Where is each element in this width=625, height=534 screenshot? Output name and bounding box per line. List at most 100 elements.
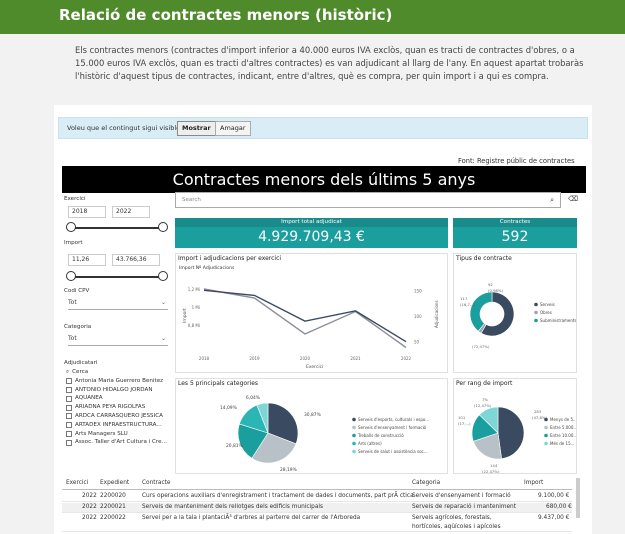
checkbox[interactable] bbox=[66, 404, 72, 411]
kpi-contractes-label: Contractes bbox=[453, 218, 577, 227]
y-tick-label: 1,2 Mi bbox=[188, 287, 200, 292]
list-item[interactable]: Assoc. Taller d'Art Cultura i Cre... bbox=[66, 438, 174, 447]
categoria-label: Categoria bbox=[64, 324, 92, 330]
data-label: 144 bbox=[490, 463, 498, 468]
legend-label: Serveis d'ensenyament i formació bbox=[358, 425, 427, 430]
adjudicatari-list: ⌕ Cerca Antonia Maria Guerrero Benitez AN… bbox=[66, 368, 174, 447]
cell-import: 9.100,00 € bbox=[538, 493, 570, 499]
hide-button[interactable]: Amagar bbox=[215, 121, 251, 136]
import-to-input[interactable]: 43.766,36 bbox=[112, 254, 160, 266]
categories-title: Les 5 principals categories bbox=[178, 380, 259, 387]
cell-import: 9.437,00 € bbox=[538, 515, 570, 521]
show-button[interactable]: Mostrar bbox=[177, 121, 216, 136]
adjudicatari-label: Adjudicatari bbox=[64, 360, 98, 366]
table-header-cell[interactable]: Import bbox=[524, 480, 544, 486]
table-row[interactable]: 2022 2200020 Curs operacions auxiliars d… bbox=[62, 492, 572, 502]
data-label: (47,8%) bbox=[532, 415, 548, 420]
exercici-slider-handle-min[interactable] bbox=[66, 222, 76, 232]
categoria-select[interactable]: Tot ⌄ bbox=[68, 332, 168, 346]
checkbox[interactable] bbox=[66, 422, 72, 429]
cpv-label: Codi CPV bbox=[64, 288, 90, 294]
dashboard-title: Contractes menors dels últims 5 anys bbox=[62, 166, 586, 193]
table-header-cell[interactable]: Categoria bbox=[412, 480, 441, 486]
cpv-select[interactable]: Tot ⌄ bbox=[68, 296, 168, 310]
line-chart-legend: Import Nº Adjudicacions bbox=[179, 266, 235, 271]
exercici-slider-track[interactable] bbox=[70, 227, 162, 229]
legend-label: Menys de 5... bbox=[550, 417, 576, 422]
pie-slice bbox=[472, 432, 502, 460]
table-header-cell[interactable]: Exercici bbox=[66, 480, 89, 486]
kpi-import-value: 4.929.709,43 € bbox=[258, 229, 365, 245]
checkbox[interactable] bbox=[66, 395, 72, 402]
exercici-label: Exercici bbox=[64, 196, 86, 202]
cell-contracte: Serveis de manteniment dels rellotges de… bbox=[142, 504, 324, 510]
pie-slice bbox=[237, 423, 269, 459]
page-title: Relació de contractes menors (històric) bbox=[59, 6, 393, 24]
search-input[interactable]: Search ⌕ bbox=[175, 192, 561, 208]
table-row[interactable]: 2022 2200022 Servei per a la tala i plan… bbox=[62, 514, 572, 532]
legend-label: Obres bbox=[540, 310, 552, 315]
import-slider-handle-min[interactable] bbox=[66, 271, 76, 281]
list-item[interactable]: Arts Managers SLU bbox=[66, 430, 174, 439]
data-label: 92 bbox=[488, 282, 493, 287]
list-item-label: ARDCA CARRASQUERO JESSICA bbox=[75, 412, 163, 419]
legend-marker bbox=[352, 449, 356, 454]
exercici-slider-handle-max[interactable] bbox=[158, 222, 168, 232]
data-label: 101 bbox=[458, 415, 466, 420]
x-tick-label: 2021 bbox=[350, 356, 361, 361]
pie-slice bbox=[469, 291, 493, 332]
kpi-contractes: Contractes 592 bbox=[453, 218, 577, 248]
table-header-cell[interactable]: Expedient bbox=[100, 480, 130, 486]
exercici-from-input[interactable]: 2018 bbox=[68, 206, 106, 218]
rang-pie-chart: Menys de 5... Entre 5.000... Entre 10.00..… bbox=[458, 397, 576, 473]
import-slider-handle-max[interactable] bbox=[158, 271, 168, 281]
adjudicatari-search[interactable]: ⌕ Cerca bbox=[66, 368, 174, 377]
y2-axis-label: Adjudicacions bbox=[434, 300, 439, 328]
pie-slice bbox=[497, 406, 525, 460]
list-item-label: Assoc. Taller d'Art Cultura i Cre... bbox=[75, 439, 167, 446]
line-chart-title: Import i adjudicacions per exercici bbox=[178, 255, 282, 262]
table-row[interactable]: 2022 2200021 Serveis de manteniment dels… bbox=[62, 503, 572, 513]
legend-label: Més de 15... bbox=[550, 441, 574, 446]
data-label: (17,...) bbox=[458, 421, 471, 426]
cell-exercici: 2022 bbox=[82, 504, 97, 510]
cell-expedient: 2200022 bbox=[100, 515, 126, 521]
list-item[interactable]: Antonia Maria Guerrero Benitez bbox=[66, 377, 174, 386]
data-label: 117 bbox=[460, 296, 468, 301]
rang-panel: Per rang de import Menys de 5... Entre 5.… bbox=[453, 378, 577, 474]
search-icon: ⌕ bbox=[66, 369, 70, 375]
list-item[interactable]: ARIADNA PEYA RIGOLFAS bbox=[66, 403, 174, 412]
table-scrollbar[interactable] bbox=[576, 478, 580, 518]
list-item-label: Arts Managers SLU bbox=[75, 430, 128, 437]
list-item-label: ARIADNA PEYA RIGOLFAS bbox=[75, 404, 146, 411]
data-label: (72,47%) bbox=[472, 344, 490, 349]
cell-expedient: 2200020 bbox=[100, 493, 126, 499]
adjudicatari-search-label: Cerca bbox=[72, 369, 89, 375]
checkbox[interactable] bbox=[66, 413, 72, 420]
checkbox[interactable] bbox=[66, 439, 72, 446]
checkbox[interactable] bbox=[66, 378, 72, 385]
legend-marker bbox=[352, 417, 356, 422]
clear-filter-icon[interactable]: ⌫ bbox=[568, 195, 578, 203]
legend-marker bbox=[534, 310, 538, 315]
legend-label: Serveis bbox=[540, 302, 555, 307]
tipus-pie-chart: Serveis Obres Subministraments 92(0,98%) 117… bbox=[460, 282, 576, 349]
list-item[interactable]: AQUANEA bbox=[66, 394, 174, 403]
rang-title: Per rang de import bbox=[456, 380, 513, 387]
exercici-to-input[interactable]: 2022 bbox=[112, 206, 150, 218]
cell-expedient: 2200021 bbox=[100, 504, 126, 510]
list-item[interactable]: ARTADEX INFRAESTRUCTURA... bbox=[66, 421, 174, 430]
data-label: 283 bbox=[534, 409, 542, 414]
list-item[interactable]: ANTONIO HIDALGO JORDAN bbox=[66, 386, 174, 395]
list-item[interactable]: ARDCA CARRASQUERO JESSICA bbox=[66, 412, 174, 421]
legend-label: Serveis de salut i assistència soc... bbox=[358, 449, 428, 454]
y-tick-label: 1 Mi bbox=[192, 305, 200, 310]
table-header-cell[interactable]: Contracte bbox=[142, 480, 171, 486]
kpi-import: Import total adjudicat 4.929.709,43 € bbox=[175, 218, 448, 248]
legend-marker bbox=[534, 302, 538, 307]
import-from-input[interactable]: 11,26 bbox=[68, 254, 106, 266]
checkbox[interactable] bbox=[66, 386, 72, 393]
import-slider-track[interactable] bbox=[70, 276, 162, 278]
checkbox[interactable] bbox=[66, 430, 72, 437]
data-label: (12,47%) bbox=[474, 403, 492, 408]
